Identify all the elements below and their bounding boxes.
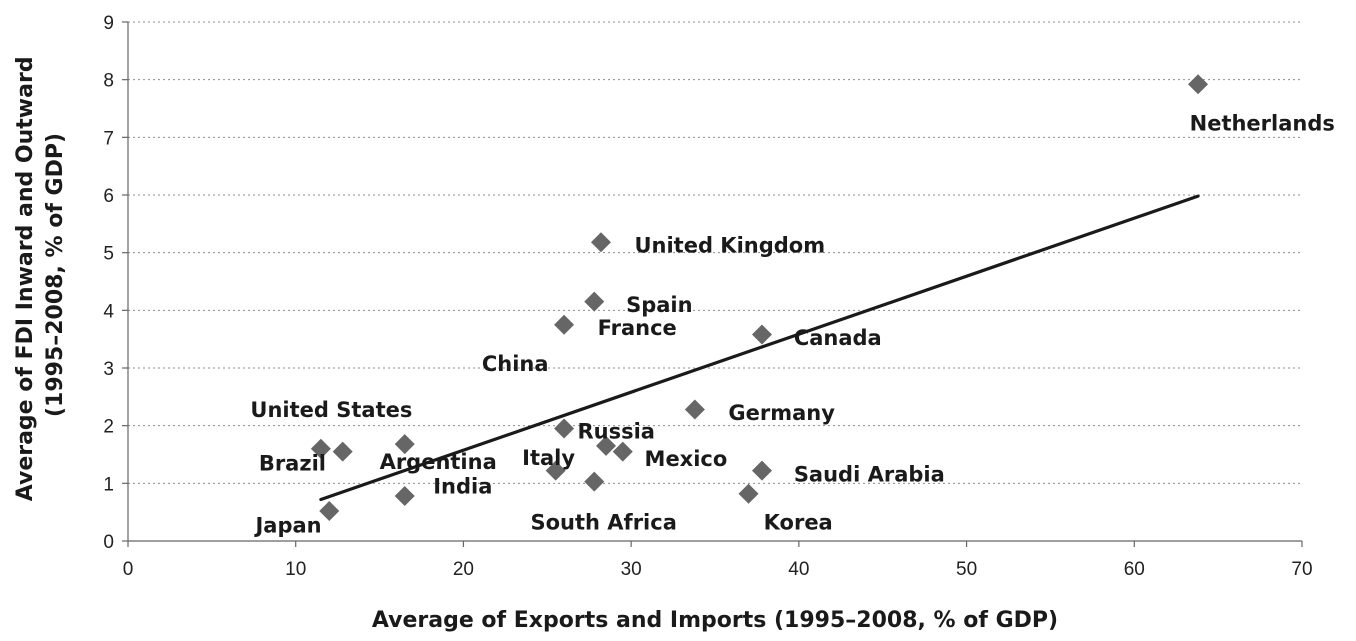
data-point-diamond [394, 486, 415, 507]
point-label: United States [250, 398, 412, 422]
x-tick-label: 30 [621, 559, 642, 580]
x-tick-label: 20 [453, 559, 474, 580]
x-tick-label: 60 [1124, 559, 1145, 580]
data-point-diamond [394, 434, 415, 455]
point-label: France [598, 316, 677, 340]
data-point-diamond [545, 460, 566, 481]
data-point-diamond [595, 435, 616, 456]
y-tick-label: 0 [103, 532, 114, 553]
point-label: Argentina [380, 450, 497, 474]
x-tick-label: 0 [123, 559, 134, 580]
x-tick-label: 40 [788, 559, 809, 580]
y-axis-title-line-1: Average of FDI Inward and Outward [13, 56, 38, 501]
point-label: Spain [626, 293, 692, 317]
y-tick-label: 9 [103, 13, 114, 34]
data-point-diamond [751, 324, 772, 345]
data-point-diamond [319, 501, 340, 522]
y-tick-label: 1 [103, 474, 114, 495]
y-tick-label: 2 [103, 417, 114, 438]
data-point-diamond [584, 291, 605, 312]
gridlines [128, 21, 1302, 484]
point-label: Germany [728, 401, 835, 425]
point-label: Japan [253, 513, 321, 537]
x-tick-label: 70 [1291, 559, 1312, 580]
y-axis-title: Average of FDI Inward and Outward (1995–… [13, 49, 68, 502]
data-point-diamond [554, 418, 575, 439]
data-point-diamond [1188, 74, 1209, 95]
point-label: Netherlands [1190, 111, 1335, 135]
point-label: Russia [577, 419, 655, 443]
point-label: Canada [794, 326, 882, 350]
data-point-diamond [584, 471, 605, 492]
x-axis-title: Average of Exports and Imports (1995–200… [372, 608, 1058, 633]
axes: 0 1 2 3 4 5 6 7 8 9 0 10 20 30 40 50 60 70 [103, 13, 1312, 580]
axis-titles: Average of Exports and Imports (1995–200… [13, 49, 1058, 633]
point-label: South Africa [531, 510, 677, 534]
point-label: Brazil [259, 452, 326, 476]
point-label: Korea [764, 510, 833, 534]
x-tick-label: 50 [956, 559, 977, 580]
data-points [310, 74, 1209, 522]
x-tick-label: 10 [285, 559, 306, 580]
point-label: China [482, 352, 549, 376]
y-axis-title-line-2: (1995–2008, % of GDP) [43, 133, 68, 417]
y-tick-label: 8 [103, 71, 114, 92]
data-point-diamond [310, 438, 331, 459]
y-tick-label: 7 [103, 128, 114, 149]
data-point-diamond [612, 441, 633, 462]
data-point-diamond [751, 460, 772, 481]
point-label: Italy [522, 446, 575, 470]
trendline-layer [319, 194, 1200, 502]
data-point-diamond [684, 399, 705, 420]
data-point-diamond [332, 441, 353, 462]
y-tick-label: 4 [103, 301, 114, 322]
data-point-diamond [590, 232, 611, 253]
point-label: United Kingdom [634, 234, 825, 258]
data-point-diamond [738, 483, 759, 504]
y-tick-label: 5 [103, 244, 114, 265]
point-label: Mexico [645, 447, 728, 471]
point-label: India [433, 475, 492, 499]
y-tick-label: 3 [103, 359, 114, 380]
point-label: Saudi Arabia [794, 463, 945, 487]
data-point-diamond [554, 314, 575, 335]
trendline [319, 194, 1200, 502]
y-tick-label: 6 [103, 186, 114, 207]
